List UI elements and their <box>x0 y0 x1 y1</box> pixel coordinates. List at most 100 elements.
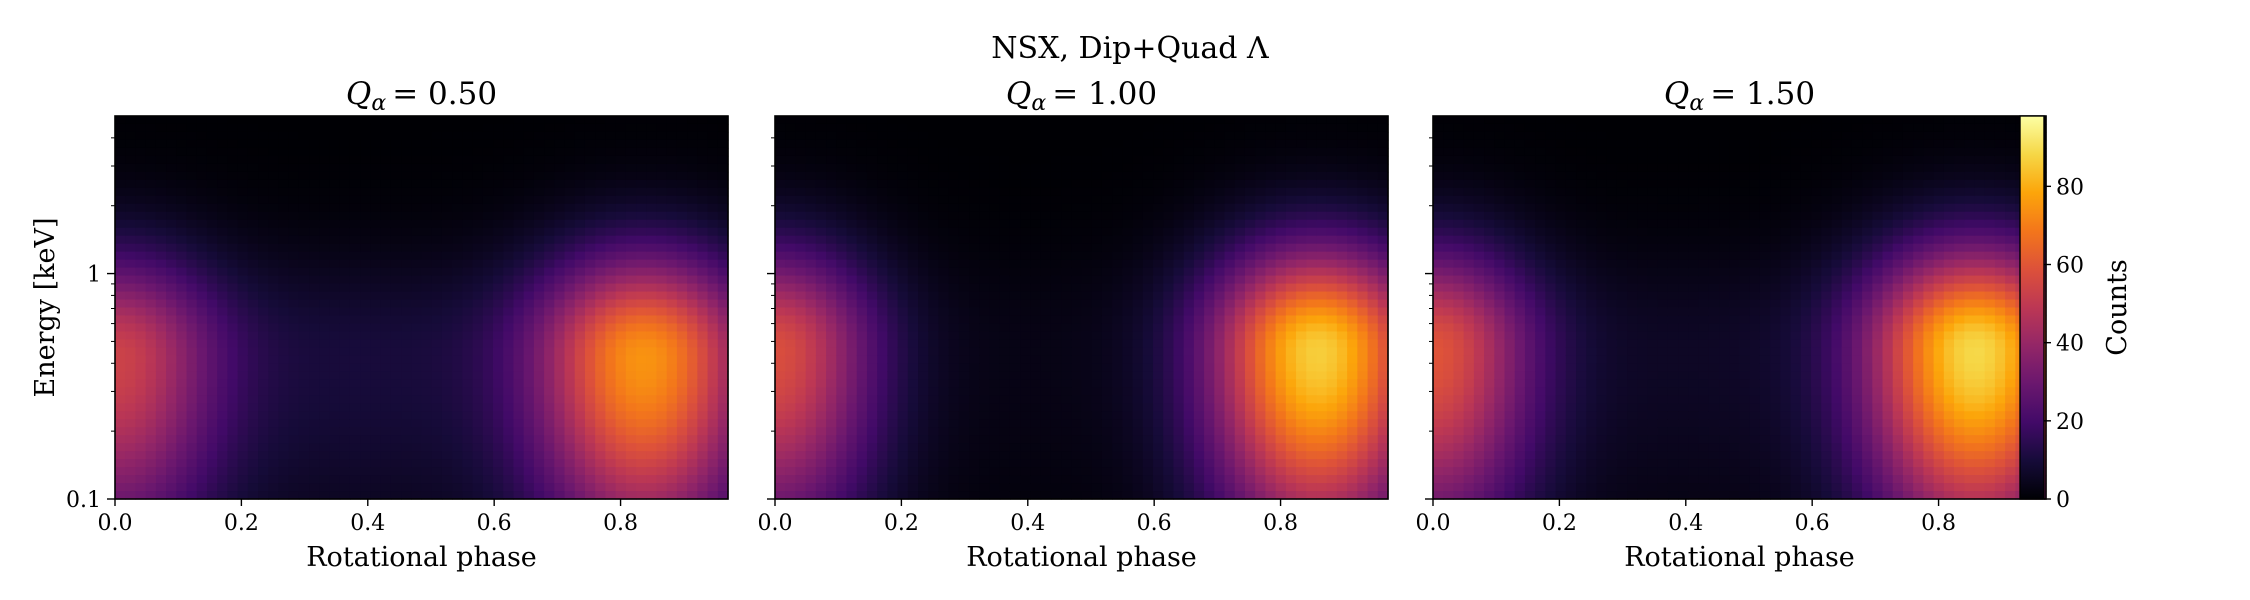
heatmap-cell <box>846 123 858 133</box>
heatmap-cell <box>999 171 1011 181</box>
heatmap-cell <box>866 259 878 269</box>
heatmap-cell <box>349 371 361 380</box>
heatmap-cell <box>866 387 878 396</box>
heatmap-cell <box>1163 411 1175 420</box>
heatmap-cell <box>247 459 259 468</box>
heatmap-cell <box>636 187 647 197</box>
heatmap-cell <box>636 195 647 205</box>
heatmap-cell <box>493 451 504 460</box>
heatmap-cell <box>1163 219 1175 229</box>
heatmap-cell <box>288 291 300 301</box>
heatmap-cell <box>1163 147 1175 157</box>
heatmap-cell <box>217 363 228 372</box>
heatmap-cell <box>969 139 980 149</box>
heatmap-cell <box>554 283 566 293</box>
heatmap-cell <box>938 355 950 364</box>
heatmap-cell <box>196 195 208 205</box>
heatmap-cell <box>785 187 797 197</box>
heatmap-cell <box>329 411 341 420</box>
heatmap-cell <box>258 363 269 372</box>
heatmap-cell <box>360 227 372 237</box>
heatmap-cell <box>319 243 331 253</box>
heatmap-cell <box>989 203 1001 213</box>
heatmap-cell <box>206 347 218 356</box>
heatmap-cell <box>237 331 249 341</box>
heatmap-cell <box>958 379 970 388</box>
heatmap-cell <box>866 251 878 261</box>
heatmap-cell <box>989 435 1001 444</box>
heatmap-cell <box>775 203 786 213</box>
heatmap-cell <box>513 307 525 317</box>
heatmap-cell <box>176 147 188 157</box>
heatmap-cell <box>775 467 786 476</box>
heatmap-cell <box>411 123 423 133</box>
heatmap-cell <box>1193 363 1205 372</box>
heatmap-cell <box>370 419 382 428</box>
heatmap-cell <box>676 451 688 460</box>
heatmap-cell <box>472 315 484 325</box>
heatmap-cell <box>544 171 555 181</box>
heatmap-cell <box>574 355 586 364</box>
heatmap-cell <box>319 171 331 181</box>
heatmap-cell <box>574 219 586 229</box>
heatmap-cell <box>1112 339 1123 348</box>
heatmap-cell <box>1050 339 1062 348</box>
heatmap-cell <box>227 371 239 380</box>
heatmap-cell <box>856 259 868 269</box>
heatmap-cell <box>370 275 382 285</box>
heatmap-cell <box>554 331 566 341</box>
heatmap-cell <box>370 155 382 165</box>
x-tick-label: 0.6 <box>477 511 512 536</box>
heatmap-cell <box>564 179 576 189</box>
heatmap-cell <box>928 283 940 293</box>
heatmap-cell <box>125 419 137 428</box>
heatmap-cell <box>805 251 817 261</box>
heatmap-cell <box>186 475 198 484</box>
heatmap-cell <box>656 475 668 484</box>
heatmap-cell <box>115 315 126 325</box>
heatmap-cell <box>1081 116 1093 125</box>
heatmap-cell <box>401 363 412 372</box>
heatmap-cell <box>877 291 888 301</box>
heatmap-cell <box>907 219 919 229</box>
heatmap-cell <box>441 227 453 237</box>
heatmap-cell <box>979 339 991 348</box>
heatmap-cell <box>247 116 259 125</box>
heatmap-cell <box>584 475 596 484</box>
heatmap-cell <box>176 355 188 364</box>
heatmap-cell <box>227 211 239 221</box>
heatmap-cell <box>1173 467 1185 476</box>
heatmap-cell <box>1193 403 1205 412</box>
heatmap-cell <box>247 195 259 205</box>
heatmap-cell <box>795 339 807 348</box>
heatmap-cell <box>380 259 392 269</box>
heatmap-cell <box>115 123 126 133</box>
heatmap-cell <box>1112 371 1123 380</box>
heatmap-cell <box>380 179 392 189</box>
heatmap-cell <box>278 315 290 325</box>
heatmap-cell <box>196 299 208 309</box>
heatmap-cell <box>574 443 586 452</box>
heatmap-cell <box>928 459 940 468</box>
heatmap-cell <box>503 187 515 197</box>
heatmap-cell <box>918 163 929 173</box>
heatmap-cell <box>1030 371 1042 380</box>
heatmap-cell <box>1132 363 1144 372</box>
heatmap-cell <box>503 339 515 348</box>
heatmap-cell <box>421 219 433 229</box>
heatmap-cell <box>999 116 1011 125</box>
heatmap-cell <box>625 227 637 237</box>
heatmap-cell <box>1009 123 1021 133</box>
heatmap-cell <box>268 451 280 460</box>
heatmap-cell <box>227 203 239 213</box>
heatmap-cell <box>846 211 858 221</box>
heatmap-cell <box>278 275 290 285</box>
heatmap-cell <box>697 211 709 221</box>
heatmap-cell <box>785 307 797 317</box>
heatmap-cell <box>513 323 525 333</box>
heatmap-cell <box>887 363 899 372</box>
heatmap-cell <box>605 179 617 189</box>
heatmap-cell <box>482 203 494 213</box>
heatmap-cell <box>999 331 1011 341</box>
heatmap-cell <box>237 155 249 165</box>
